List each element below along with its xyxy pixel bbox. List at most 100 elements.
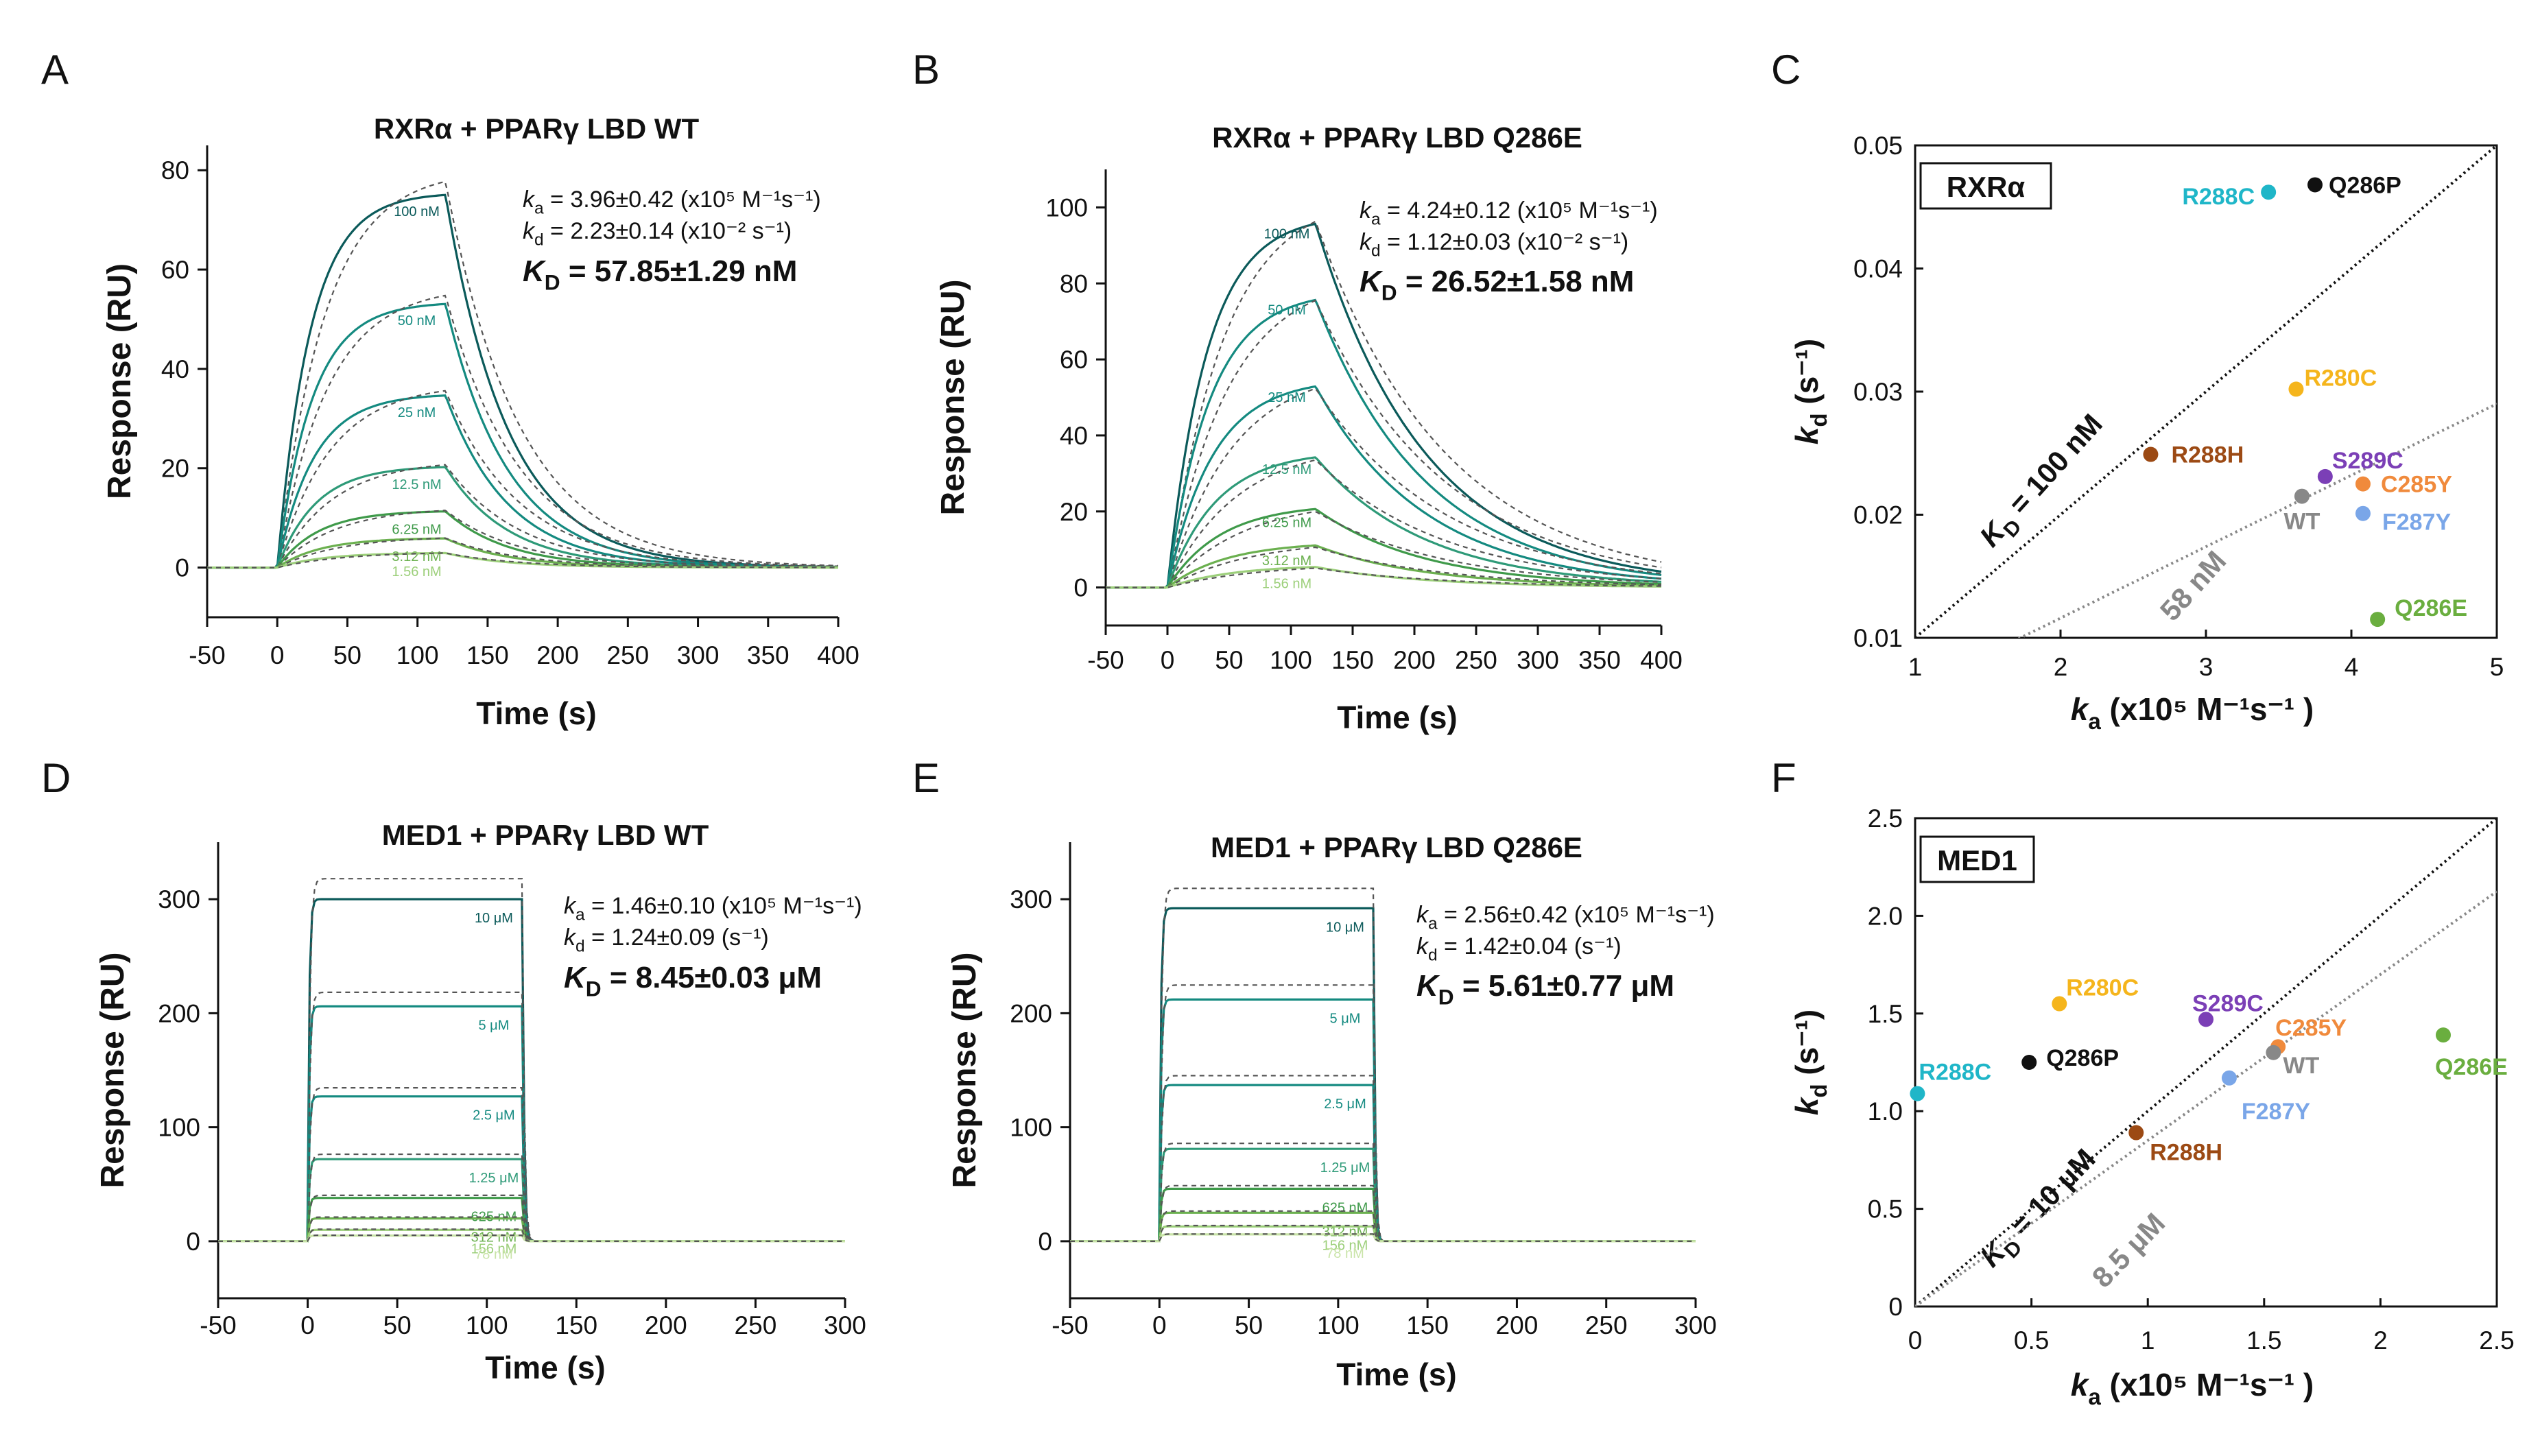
fit-curve (1106, 299, 1662, 588)
point-label: WT (2283, 1053, 2319, 1079)
y-tick-label: 300 (1010, 885, 1052, 914)
reference-line-label: KD = 10 μM (1974, 1143, 2106, 1278)
y-axis-label-part: (s⁻¹) (1789, 1010, 1825, 1084)
x-tick-label: 250 (735, 1311, 777, 1339)
y-axis-label: Response (RU) (102, 263, 138, 499)
point-label: Q286P (2046, 1045, 2119, 1071)
ka-annotation-part: k (523, 187, 536, 213)
KD-annotation-part: = 26.52±1.58 nM (1397, 265, 1635, 298)
chart-title: MED1 + PPARγ LBD WT (382, 819, 709, 851)
sensorgram-curve (1106, 456, 1662, 589)
y-tick-label: 0.5 (1868, 1195, 1903, 1224)
x-tick-label: 300 (1674, 1311, 1717, 1339)
y-axis-label: Response (RU) (947, 952, 983, 1188)
data-point (2261, 184, 2277, 200)
kd-annotation-part: d (575, 938, 585, 956)
KD-annotation-part: D (1438, 984, 1454, 1009)
y-tick-label: 0 (175, 554, 189, 582)
concentration-label: 1.56 nM (1262, 576, 1311, 591)
KD-annotation-part: = 8.45±0.03 μM (602, 961, 822, 994)
concentration-label: 156 nM (1322, 1238, 1368, 1253)
panel-a: -50 0 50 100 150 200 250 300 350 400 0 20 40 60 80 RXRα… (102, 112, 859, 731)
ka-annotation-part: a (534, 200, 544, 218)
point-label: Q286E (2435, 1054, 2508, 1080)
kd-annotation-part: k (523, 218, 536, 244)
x-tick-label: 300 (1517, 646, 1559, 674)
x-tick-label: 2.5 (2479, 1326, 2514, 1354)
reference-line-label-part: 8.5 μM (2086, 1207, 2172, 1294)
sensorgram-curve (207, 193, 838, 569)
y-axis-label-part: k (1789, 1096, 1825, 1115)
ka-annotation: ka = 3.96±0.42 (x10⁵ M⁻¹s⁻¹) (523, 187, 821, 218)
sensorgram-curve (218, 1005, 845, 1243)
ka-annotation-part: = 2.56±0.42 (x10⁵ M⁻¹s⁻¹) (1438, 902, 1715, 928)
plot-frame (1914, 817, 2498, 1308)
y-tick-label: 2.0 (1868, 902, 1903, 930)
ka-annotation-part: a (1371, 211, 1381, 229)
KD-annotation: KD = 57.85±1.29 nM (523, 254, 797, 294)
kd-annotation: kd = 1.42±0.04 (s⁻¹) (1416, 933, 1622, 965)
x-tick-label: -50 (1087, 646, 1124, 674)
y-tick-label: 300 (158, 885, 200, 914)
ka-annotation-part: = 1.46±0.10 (x10⁵ M⁻¹s⁻¹) (585, 893, 862, 919)
reference-line-label: 8.5 μM (2086, 1207, 2172, 1294)
x-axis-label: Time (s) (476, 695, 597, 731)
fit-curve (207, 537, 838, 569)
concentration-label: 50 nM (398, 313, 436, 329)
fit-curve (218, 1234, 845, 1242)
x-tick-label: 100 (466, 1311, 508, 1339)
x-tick-label: 3 (2199, 653, 2213, 681)
ka-annotation-part: a (575, 906, 585, 924)
x-tick-label: 5 (2490, 653, 2504, 681)
sensorgram-curve (1106, 385, 1662, 589)
point-label: Q286P (2329, 172, 2401, 198)
concentration-label: 10 μM (1326, 920, 1364, 935)
point-label: R288H (2150, 1140, 2222, 1166)
x-tick-label: 300 (824, 1311, 866, 1339)
x-tick-label: 2 (2373, 1326, 2388, 1354)
x-axis-label-part: (x10⁵ M⁻¹s⁻¹ ) (2101, 1367, 2314, 1403)
x-tick-label: 100 (1270, 646, 1312, 674)
x-tick-label: -50 (189, 641, 225, 669)
point-label: WT (2283, 509, 2320, 535)
concentration-label: 3.12 nM (1262, 553, 1311, 569)
concentration-label: 156 nM (471, 1241, 517, 1256)
KD-annotation-part: K (1416, 969, 1440, 1003)
fit-curve (1106, 220, 1662, 588)
x-tick-label: 1.5 (2246, 1326, 2281, 1354)
kd-annotation: kd = 1.12±0.03 (x10⁻² s⁻¹) (1360, 229, 1628, 261)
x-tick-label: 250 (606, 641, 649, 669)
concentration-label: 312 nM (471, 1230, 517, 1245)
x-tick-label: 400 (1640, 646, 1683, 674)
ka-annotation: ka = 2.56±0.42 (x10⁵ M⁻¹s⁻¹) (1416, 902, 1715, 933)
x-tick-label: 1 (2141, 1326, 2155, 1354)
concentration-label: 5 μM (479, 1018, 510, 1033)
KD-annotation: KD = 26.52±1.58 nM (1360, 265, 1634, 305)
chart-title: MED1 + PPARγ LBD Q286E (1211, 831, 1582, 863)
sensorgram-curve (1106, 508, 1662, 589)
x-tick-label: 200 (1393, 646, 1436, 674)
fit-curve (1106, 567, 1661, 588)
y-tick-label: 40 (1060, 422, 1088, 450)
y-tick-label: 80 (161, 156, 189, 184)
fit-curve (1106, 546, 1662, 588)
x-tick-label: 150 (466, 641, 509, 669)
x-tick-label: 0.5 (2014, 1326, 2049, 1354)
y-tick-label: 20 (1060, 498, 1088, 526)
KD-annotation: KD = 5.61±0.77 μM (1416, 969, 1674, 1009)
data-point (2198, 1012, 2213, 1027)
x-tick-label: 50 (1215, 646, 1243, 674)
x-tick-label: 400 (817, 641, 859, 669)
KD-annotation-part: K (564, 961, 588, 994)
concentration-label: 25 nM (398, 405, 436, 420)
kd-annotation: kd = 2.23±0.14 (x10⁻² s⁻¹) (523, 218, 792, 250)
reference-line-label: 58 nM (2154, 545, 2233, 627)
reference-line-label-part: 58 nM (2154, 545, 2233, 627)
concentration-label: 625 nM (471, 1210, 517, 1225)
panel-letter-d: D (41, 755, 71, 801)
panel-d: -50 0 50 100 150 200 250 300 0 100 200 300 MED1 + PP… (95, 819, 866, 1385)
x-tick-label: 2 (2054, 653, 2068, 681)
KD-annotation-part: = 5.61±0.77 μM (1454, 969, 1674, 1003)
x-axis-label: Time (s) (485, 1350, 606, 1385)
